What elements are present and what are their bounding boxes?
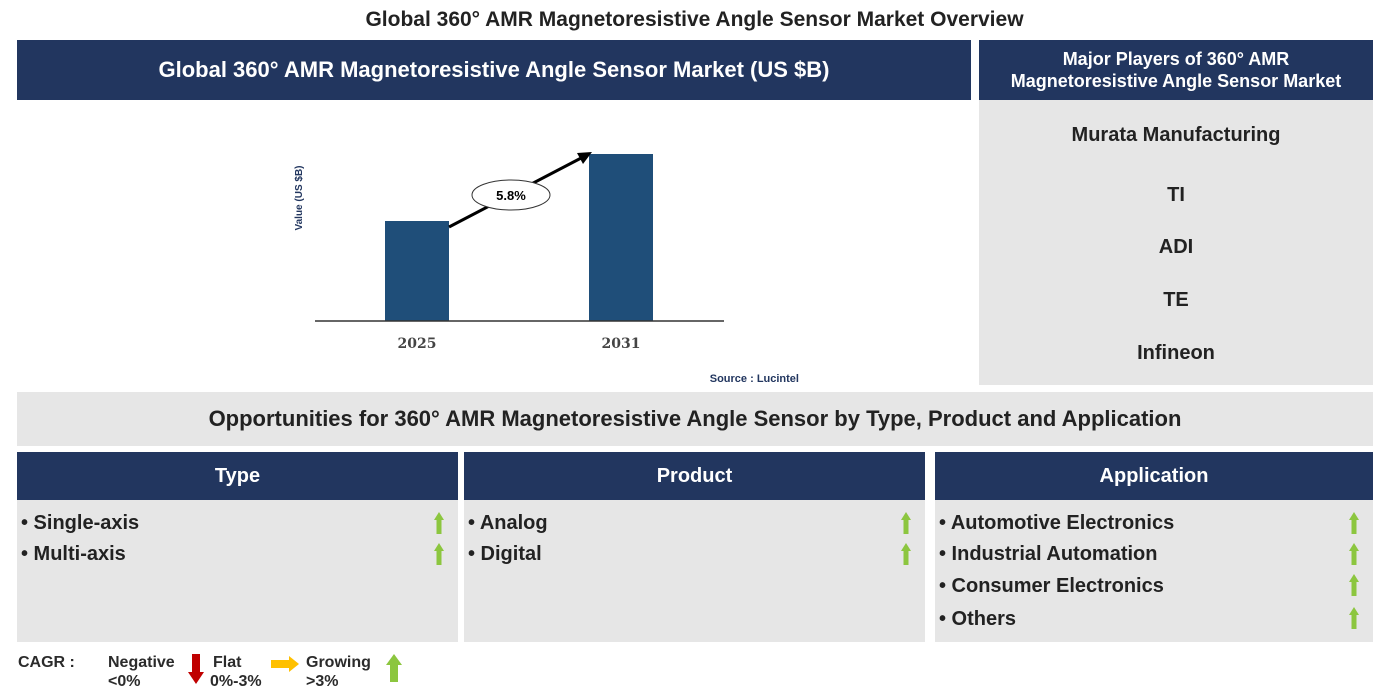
legend-flat: Flat 0%-3%	[210, 653, 262, 691]
chart-header: Global 360° AMR Magnetoresistive Angle S…	[17, 40, 971, 100]
down-arrow-icon	[188, 654, 204, 684]
x-tick-label: 2025	[398, 336, 437, 352]
player-item: TE	[1163, 289, 1189, 311]
item-label: • Single-axis	[21, 512, 140, 534]
column-header-type: Type	[17, 452, 458, 500]
item-label: • Multi-axis	[21, 543, 126, 565]
cagr-ellipse	[471, 179, 551, 211]
player-item: TI	[1167, 184, 1185, 206]
item-label: • Consumer Electronics	[939, 575, 1164, 597]
column-header-application: Application	[935, 452, 1373, 500]
column-product-list: • Analog • Digital	[464, 500, 925, 642]
list-item: • Consumer Electronics	[939, 570, 1373, 603]
list-item: • Industrial Automation	[939, 539, 1373, 570]
list-item: • Analog	[468, 508, 925, 539]
player-item: Murata Manufacturing	[1071, 124, 1281, 146]
players-list: Murata Manufacturing TI ADI TE Infineon	[979, 100, 1373, 385]
bar-2025	[385, 221, 449, 321]
item-label: • Automotive Electronics	[939, 512, 1175, 534]
list-item: • Automotive Electronics	[939, 508, 1373, 539]
column-header-product: Product	[464, 452, 925, 500]
list-item: • Digital	[468, 539, 925, 570]
players-header: Major Players of 360° AMR Magnetoresisti…	[979, 40, 1373, 100]
player-item: Infineon	[1137, 342, 1215, 364]
up-arrow-icon	[386, 654, 402, 682]
item-label: • Analog	[468, 512, 548, 534]
column-application-list: • Automotive Electronics • Industrial Au…	[935, 500, 1373, 642]
up-arrow-icon	[1349, 607, 1359, 629]
up-arrow-icon	[901, 543, 911, 565]
legend-growing: Growing >3%	[306, 653, 371, 691]
y-axis-label: Value (US $B)	[294, 165, 305, 230]
column-type-list: • Single-axis • Multi-axis	[17, 500, 458, 642]
page-title: Global 360° AMR Magnetoresistive Angle S…	[365, 8, 1024, 31]
list-item: • Others	[939, 603, 1373, 636]
source-label: Source : Lucintel	[710, 373, 799, 385]
list-item: • Multi-axis	[21, 539, 458, 570]
up-arrow-icon	[1349, 543, 1359, 565]
list-item: • Single-axis	[21, 508, 458, 539]
player-item: ADI	[1158, 236, 1194, 258]
up-arrow-icon	[1349, 512, 1359, 534]
bar-2031	[589, 154, 653, 321]
legend-label: CAGR :	[18, 654, 75, 671]
opportunities-title: Opportunities for 360° AMR Magnetoresist…	[17, 392, 1373, 446]
legend-flat-title: Flat	[213, 654, 242, 671]
up-arrow-icon	[434, 543, 444, 565]
up-arrow-icon	[434, 512, 444, 534]
legend-growing-range: >3%	[306, 673, 339, 690]
item-label: • Industrial Automation	[939, 543, 1158, 565]
legend-negative: Negative <0%	[108, 653, 175, 691]
x-tick-label: 2031	[602, 336, 641, 352]
legend-negative-range: <0%	[108, 673, 141, 690]
growth-arrow-head	[577, 152, 592, 164]
item-label: • Digital	[468, 543, 542, 565]
up-arrow-icon	[1349, 574, 1359, 596]
up-arrow-icon	[901, 512, 911, 534]
bar-chart: Value (US $B) 2025 2031 5.8% Source : Luc…	[294, 152, 799, 385]
right-arrow-icon	[271, 656, 299, 672]
item-label: • Others	[939, 608, 1017, 630]
legend-flat-range: 0%-3%	[210, 673, 262, 690]
legend-negative-title: Negative	[108, 654, 175, 671]
cagr-label: 5.8%	[496, 188, 526, 203]
legend-growing-title: Growing	[306, 654, 371, 671]
